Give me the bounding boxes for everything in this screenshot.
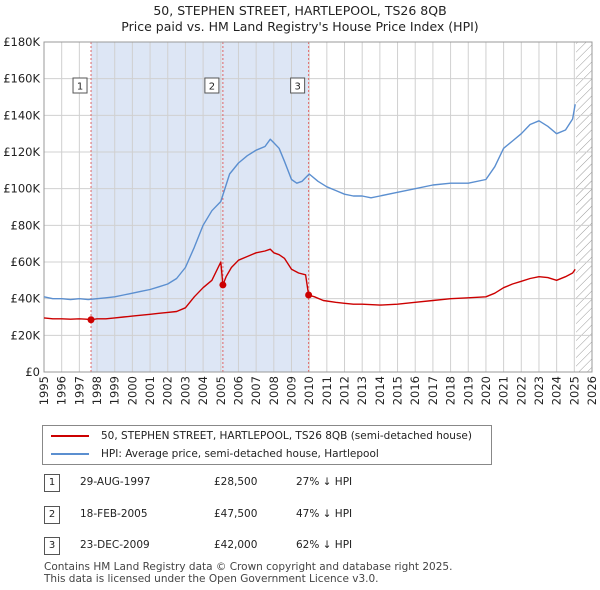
x-tick-label: 2003	[178, 376, 192, 405]
transaction-hpi: 27% ↓ HPI	[296, 476, 353, 488]
x-tick-label: 2018	[444, 376, 458, 405]
x-tick-label: 2020	[479, 376, 493, 405]
x-tick-label: 2017	[426, 376, 440, 405]
x-tick-label: 2011	[320, 376, 334, 405]
x-tick-label: 2000	[125, 376, 139, 405]
property-series-line	[43, 248, 576, 321]
sale-point	[87, 316, 95, 324]
x-tick-label: 2015	[391, 376, 405, 405]
x-tick-label: 2026	[585, 376, 599, 405]
x-tick-label: 2021	[497, 376, 511, 405]
x-tick-label: 2008	[267, 376, 281, 405]
x-tick-label: 1997	[72, 376, 86, 405]
sale-label-box	[204, 77, 220, 94]
x-tick-label: 1999	[108, 376, 122, 405]
ownership-band	[91, 42, 223, 372]
x-tick-label: 2019	[461, 376, 475, 405]
y-tick-label: £0	[25, 365, 40, 379]
y-tick-label: £120K	[3, 145, 40, 159]
x-tick-label: 2005	[214, 376, 228, 405]
sale-point	[305, 291, 313, 299]
legend-swatch-hpi	[51, 453, 89, 455]
x-tick-label: 2025	[567, 376, 581, 405]
chart-title: 50, STEPHEN STREET, HARTLEPOOL, TS26 8QB	[153, 3, 447, 18]
y-tick-label: £40K	[11, 292, 41, 306]
transaction-number: 2	[44, 506, 60, 524]
legend-item-property: 50, STEPHEN STREET, HARTLEPOOL, TS26 8QB…	[51, 428, 472, 444]
x-tick-label: 2014	[373, 376, 387, 405]
sale-label: 3	[294, 82, 300, 93]
legend: 50, STEPHEN STREET, HARTLEPOOL, TS26 8QB…	[42, 425, 492, 465]
ownership-band	[222, 42, 309, 372]
transaction-number: 1	[44, 474, 60, 492]
transaction-price: £42,000	[214, 539, 258, 551]
transaction-number: 3	[44, 537, 60, 555]
y-tick-label: £60K	[11, 255, 41, 269]
transaction-date: 29-AUG-1997	[80, 476, 151, 488]
legend-item-hpi: HPI: Average price, semi-detached house,…	[51, 446, 379, 462]
y-tick-label: £80K	[11, 218, 41, 232]
sale-label-box	[290, 77, 306, 94]
chart-subtitle: Price paid vs. HM Land Registry's House …	[121, 19, 479, 34]
transaction-price: £47,500	[214, 508, 258, 520]
x-tick-label: 2012	[338, 376, 352, 405]
x-tick-label: 2016	[408, 376, 422, 405]
legend-label-hpi: HPI: Average price, semi-detached house,…	[101, 448, 379, 460]
legend-swatch-property	[51, 435, 89, 437]
transaction-hpi: 62% ↓ HPI	[296, 539, 353, 551]
x-tick-label: 2009	[284, 376, 298, 405]
x-tick-label: 2002	[161, 376, 175, 405]
x-tick-label: 2004	[196, 376, 210, 405]
y-tick-label: £180K	[3, 35, 40, 49]
x-tick-label: 1998	[90, 376, 104, 405]
transaction-date: 18-FEB-2005	[80, 508, 148, 520]
x-tick-label: 2007	[249, 376, 263, 405]
legend-label-property: 50, STEPHEN STREET, HARTLEPOOL, TS26 8QB…	[101, 430, 472, 442]
x-tick-label: 1995	[37, 376, 51, 405]
transaction-price: £28,500	[214, 476, 258, 488]
x-tick-label: 2006	[231, 376, 245, 405]
price-chart: 1 2 3 £0 £20K £40K £60K £80K £100K £120K £140K £160…	[3, 35, 599, 405]
plot-border	[43, 41, 593, 373]
y-tick-label: £20K	[11, 328, 41, 342]
sale-point	[219, 281, 227, 289]
x-tick-label: 2024	[550, 376, 564, 405]
x-tick-label: 2001	[143, 376, 157, 405]
x-tick-label: 1996	[55, 376, 69, 405]
x-tick-label: 2013	[355, 376, 369, 405]
x-tick-label: 2023	[532, 376, 546, 405]
hpi-series-line	[43, 104, 576, 301]
y-tick-label: £100K	[3, 182, 40, 196]
sale-label: 1	[77, 82, 83, 93]
sale-label: 2	[209, 82, 215, 93]
x-tick-label: 2022	[514, 376, 528, 405]
forecast-hatch	[576, 42, 592, 372]
y-tick-label: £160K	[3, 72, 40, 86]
x-tick-label: 2010	[302, 376, 316, 405]
transaction-date: 23-DEC-2009	[80, 539, 150, 551]
y-tick-label: £140K	[3, 108, 40, 122]
sale-label-box	[72, 77, 88, 94]
transaction-hpi: 47% ↓ HPI	[296, 508, 353, 520]
attribution-footer: Contains HM Land Registry data © Crown c…	[44, 561, 453, 585]
